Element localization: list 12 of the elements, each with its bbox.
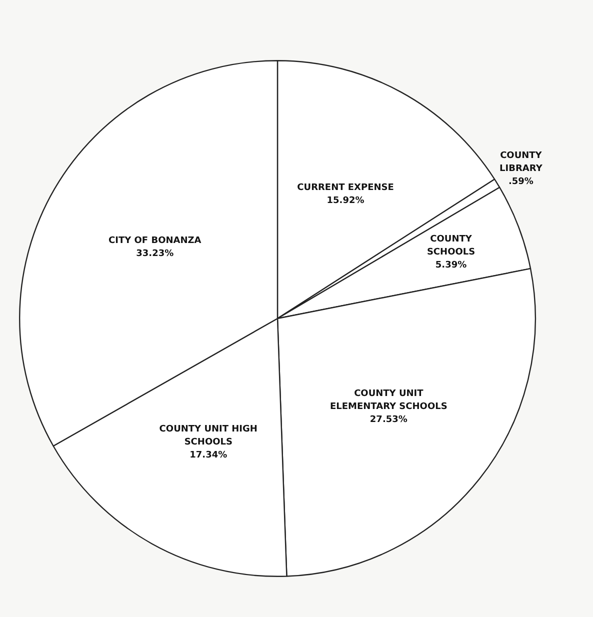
slice-label: CITY OF BONANZA <box>108 236 202 246</box>
slice-label: CURRENT EXPENSE <box>297 182 394 193</box>
slice-label: COUNTY UNIT HIGH SCHOOLS <box>159 424 258 448</box>
slice-label: COUNTY SCHOOLS <box>426 234 476 258</box>
data-label: 27.53% <box>370 414 408 425</box>
data-label: .59% <box>508 176 534 187</box>
data-label: 17.34% <box>190 450 228 461</box>
slice-label: COUNTY LIBRARY <box>500 150 543 174</box>
slice-label: COUNTY UNIT ELEMENTARY SCHOOLS <box>330 388 448 412</box>
data-label: 5.39% <box>435 260 467 271</box>
data-label: 15.92% <box>326 196 364 206</box>
data-label: 33.23% <box>136 249 174 260</box>
